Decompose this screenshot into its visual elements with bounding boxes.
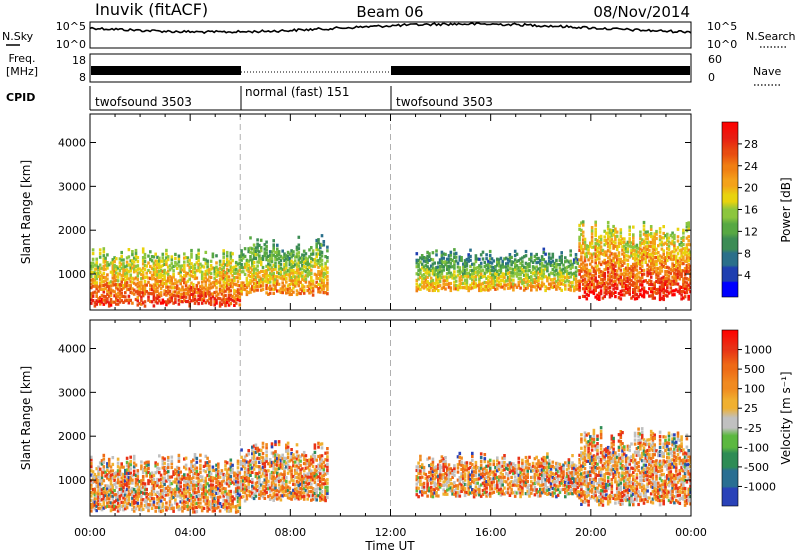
power-y-label: Slant Range [km] bbox=[19, 160, 33, 264]
velocity-colorbar-tick-label: -500 bbox=[744, 461, 769, 474]
power-region-2 bbox=[240, 234, 329, 297]
power-colorbar-tick-label: 28 bbox=[744, 138, 758, 151]
date-title: 08/Nov/2014 bbox=[593, 3, 690, 21]
x-tick-label: 20:00 bbox=[575, 526, 607, 539]
power-region-4 bbox=[578, 220, 691, 302]
x-tick-label: 00:00 bbox=[675, 526, 707, 539]
power-y-tick-label: 4000 bbox=[58, 137, 86, 150]
velocity-y-tick-label: 2000 bbox=[58, 430, 86, 443]
velocity-colorbar-tick-label: 25 bbox=[744, 402, 758, 415]
power-colorbar bbox=[721, 121, 739, 298]
power-y-tick-label: 3000 bbox=[58, 180, 86, 193]
velocity-colorbar-tick-label: -25 bbox=[744, 422, 762, 435]
velocity-region-4 bbox=[578, 426, 691, 507]
freq-band-2 bbox=[391, 66, 690, 75]
velocity-colorbar-tick-label: 1000 bbox=[744, 344, 772, 357]
velocity-colorbar bbox=[721, 329, 739, 507]
x-tick-label: 04:00 bbox=[174, 526, 206, 539]
x-tick-label: 12:00 bbox=[375, 526, 407, 539]
beam-title: Beam 06 bbox=[356, 3, 423, 21]
nave-label: Nave bbox=[753, 65, 781, 78]
power-y-tick-label: 1000 bbox=[58, 268, 86, 281]
x-tick-label: 08:00 bbox=[274, 526, 306, 539]
search-right-label: N.Search bbox=[746, 30, 796, 43]
power-y-tick-label: 2000 bbox=[58, 224, 86, 237]
freq-band-1 bbox=[91, 66, 241, 75]
power-colorbar-label: Power [dB] bbox=[779, 177, 793, 242]
velocity-y-tick-label: 3000 bbox=[58, 386, 86, 399]
velocity-colorbar-tick-label: -1000 bbox=[744, 480, 776, 493]
velocity-region-1 bbox=[90, 453, 242, 514]
power-panel: 1000 2000 3000 4000 Slant Range [km] 4 8 12 16… bbox=[19, 113, 793, 311]
cpid-segment-1: twofsound 3503 bbox=[95, 95, 192, 109]
sky-left-tick-bottom: 10^0 bbox=[56, 38, 86, 51]
freq-label-line1: Freq. bbox=[8, 52, 35, 65]
x-tick-label: 16:00 bbox=[475, 526, 507, 539]
cpid-segment-2: normal (fast) 151 bbox=[245, 85, 349, 99]
velocity-colorbar-tick-label: 100 bbox=[744, 383, 765, 396]
sky-panel: N.Sky 10^5 10^0 10^5 10^0 N.Search bbox=[2, 20, 796, 51]
velocity-colorbar-label: Velocity [m s⁻¹] bbox=[779, 371, 793, 464]
velocity-region-2 bbox=[240, 440, 329, 503]
power-region-3 bbox=[415, 247, 580, 293]
velocity-y-tick-label: 1000 bbox=[58, 474, 86, 487]
freq-label-line2: [MHz] bbox=[6, 65, 38, 78]
freq-tick-bottom: 8 bbox=[79, 71, 86, 84]
velocity-colorbar-tick-label: 500 bbox=[744, 363, 765, 376]
power-colorbar-tick-label: 12 bbox=[744, 225, 758, 238]
sky-right-tick-bottom: 10^0 bbox=[707, 38, 737, 51]
nave-tick-top: 60 bbox=[708, 53, 722, 66]
sky-left-tick-top: 10^5 bbox=[56, 20, 86, 33]
power-region-1 bbox=[90, 247, 242, 308]
velocity-colorbar-tick-label: -100 bbox=[744, 441, 769, 454]
sky-left-label: N.Sky bbox=[2, 30, 34, 43]
power-colorbar-tick-label: 24 bbox=[744, 160, 758, 173]
nave-tick-bottom: 0 bbox=[708, 71, 715, 84]
power-colorbar-tick-label: 20 bbox=[744, 182, 758, 195]
freq-panel: Freq. [MHz] 18 8 60 0 Nave bbox=[6, 52, 781, 86]
cpid-label: CPID bbox=[6, 91, 35, 104]
power-colorbar-tick-label: 8 bbox=[744, 247, 751, 260]
velocity-region-3 bbox=[415, 451, 580, 499]
velocity-panel: 1000 2000 3000 4000 00:00 04:00 08:00 12:00 16:… bbox=[19, 319, 793, 553]
power-colorbar-tick-label: 4 bbox=[744, 269, 751, 282]
sky-noise-trace bbox=[89, 22, 692, 35]
station-title: Inuvik (fitACF) bbox=[95, 0, 208, 19]
velocity-y-tick-label: 4000 bbox=[58, 343, 86, 356]
sky-right-tick-top: 10^5 bbox=[707, 20, 737, 33]
power-colorbar-tick-label: 16 bbox=[744, 204, 758, 217]
freq-tick-top: 18 bbox=[72, 54, 86, 67]
x-tick-label: 00:00 bbox=[74, 526, 106, 539]
cpid-panel: CPID twofsound 3503 normal (fast) 151 tw… bbox=[6, 85, 691, 111]
x-axis-label: Time UT bbox=[364, 539, 415, 553]
velocity-y-label: Slant Range [km] bbox=[19, 366, 33, 470]
cpid-segment-3: twofsound 3503 bbox=[396, 95, 493, 109]
